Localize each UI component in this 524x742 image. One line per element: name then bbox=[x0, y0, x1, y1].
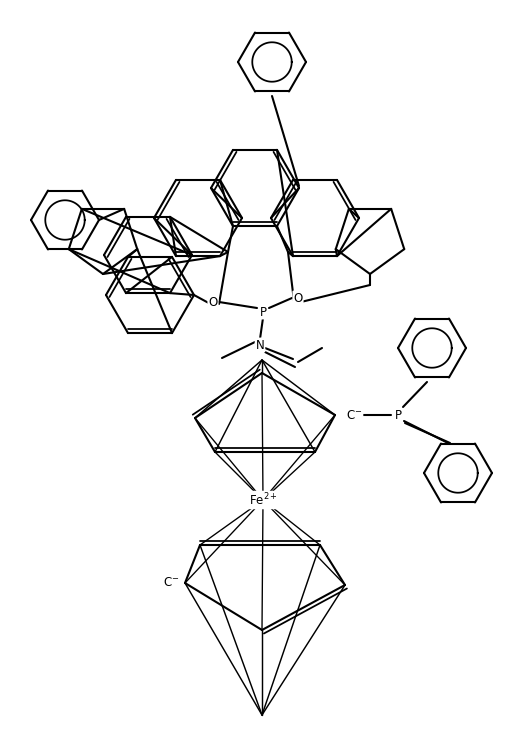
Text: C$^{-}$: C$^{-}$ bbox=[346, 409, 363, 421]
Text: O: O bbox=[209, 295, 217, 309]
Text: C$^{-}$: C$^{-}$ bbox=[162, 576, 179, 588]
Text: N: N bbox=[256, 338, 265, 352]
Text: P: P bbox=[259, 306, 267, 318]
Text: O: O bbox=[293, 292, 303, 304]
Text: P: P bbox=[395, 409, 401, 421]
Text: Fe$^{2+}$: Fe$^{2+}$ bbox=[248, 492, 278, 508]
